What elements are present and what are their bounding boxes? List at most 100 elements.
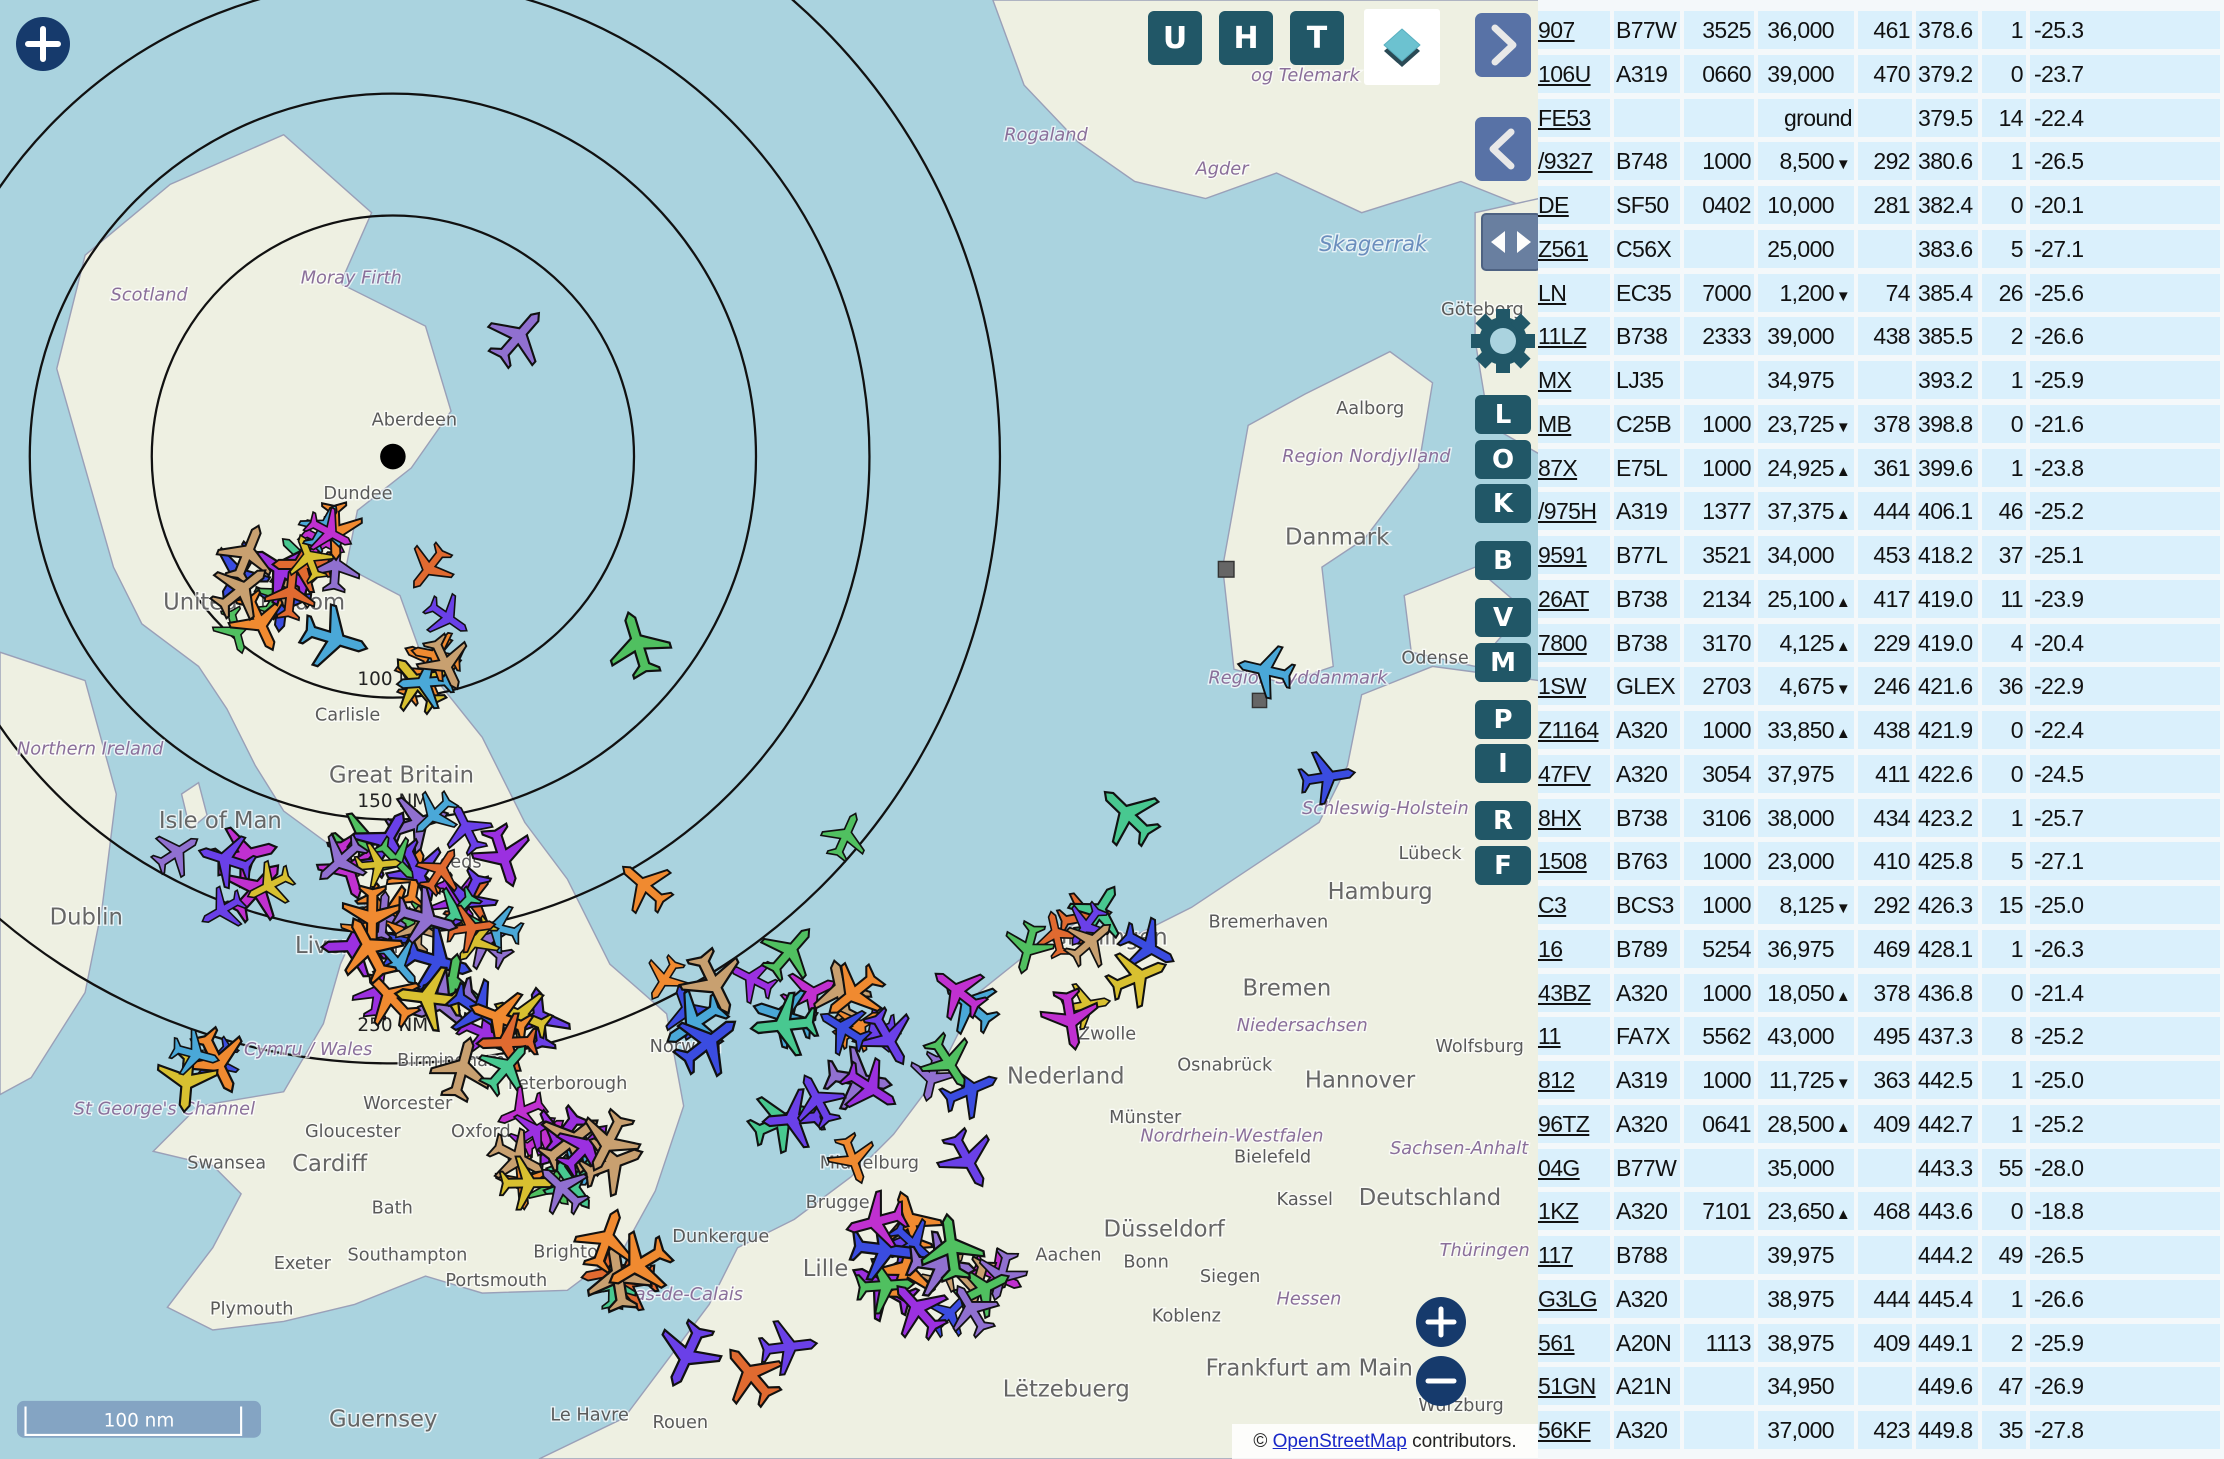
aircraft-icon[interactable]	[401, 782, 467, 848]
button-f[interactable]: F	[1475, 846, 1531, 885]
callsign-link[interactable]: 96TZ	[1538, 1110, 1590, 1137]
callsign-link[interactable]: 16	[1538, 935, 1563, 962]
previous-button[interactable]	[1475, 117, 1531, 181]
aircraft-icon[interactable]	[782, 1063, 853, 1135]
callsign-link[interactable]: 1KZ	[1538, 1198, 1579, 1225]
resize-panel-button[interactable]	[1481, 213, 1541, 271]
button-p[interactable]: P	[1475, 700, 1531, 739]
table-row[interactable]: 87X E75L 1000 24,925 ▲ 361 399.6 1 -23.8	[1538, 448, 2220, 487]
aircraft-icon[interactable]	[708, 1331, 794, 1418]
aircraft-icon[interactable]	[1056, 906, 1126, 976]
button-b[interactable]: B	[1475, 541, 1531, 580]
aircraft-icon[interactable]	[326, 904, 413, 992]
callsign-link[interactable]: 04G	[1538, 1154, 1580, 1181]
aircraft-icon[interactable]	[200, 548, 283, 630]
aircraft-icon[interactable]	[410, 628, 481, 701]
aircraft-icon[interactable]	[757, 1317, 820, 1377]
aircraft-icon[interactable]	[303, 824, 378, 899]
table-row[interactable]: 812 A319 1000 11,725 ▼ 363 442.5 1 -25.0	[1538, 1061, 2220, 1099]
callsign-link[interactable]: MX	[1538, 367, 1572, 393]
table-row[interactable]: 1KZ A320 7101 23,650 ▲ 468 443.6 0 -18.8	[1538, 1192, 2220, 1231]
aircraft-icon[interactable]	[645, 1313, 729, 1399]
table-row[interactable]: 1508 B763 1000 23,000 410 425.8 5 -27.1	[1538, 842, 2220, 881]
aircraft-icon[interactable]	[279, 527, 339, 588]
table-row[interactable]: 11 FA7X 5562 43,000 495 437.3 8 -25.2	[1538, 1017, 2220, 1056]
button-t[interactable]: T	[1290, 11, 1344, 65]
callsign-link[interactable]: 117	[1538, 1242, 1573, 1268]
aircraft-icon[interactable]	[594, 1222, 682, 1309]
table-row[interactable]: 04G B77W 35,000 443.3 55 -28.0	[1538, 1148, 2220, 1187]
callsign-link[interactable]: 26AT	[1538, 585, 1589, 612]
table-row[interactable]: MB C25B 1000 23,725 ▼ 378 398.8 0 -21.6	[1538, 404, 2220, 443]
callsign-link[interactable]: /9327	[1538, 148, 1593, 175]
button-r[interactable]: R	[1475, 801, 1531, 840]
aircraft-icon[interactable]	[748, 991, 820, 1060]
callsign-link[interactable]: /975H	[1538, 498, 1597, 525]
aircraft-icon[interactable]	[396, 535, 463, 602]
button-u[interactable]: U	[1148, 11, 1202, 65]
zoom-in-button[interactable]	[1416, 1297, 1466, 1347]
aircraft-icon[interactable]	[1232, 638, 1298, 702]
callsign-link[interactable]: 1508	[1538, 848, 1587, 875]
aircraft-icon[interactable]	[839, 1186, 912, 1257]
button-l[interactable]: L	[1475, 395, 1531, 434]
table-row[interactable]: 56KF A320 37,000 423 449.8 35 -27.8	[1538, 1411, 2220, 1449]
callsign-link[interactable]: 106U	[1538, 60, 1591, 87]
aircraft-icon[interactable]	[144, 820, 210, 885]
aircraft-icon[interactable]	[416, 586, 479, 649]
callsign-link[interactable]: MB	[1538, 410, 1572, 437]
button-i[interactable]: I	[1475, 744, 1531, 783]
aircraft-icon[interactable]	[721, 948, 784, 1010]
aircraft-icon[interactable]	[263, 564, 318, 622]
aircraft-icon[interactable]	[568, 1102, 648, 1184]
callsign-link[interactable]: Z1164	[1538, 717, 1599, 743]
aircraft-icon[interactable]	[434, 795, 499, 862]
callsign-link[interactable]: 8HX	[1538, 804, 1582, 831]
table-row[interactable]: MX LJ35 34,975 393.2 1 -25.9	[1538, 361, 2220, 399]
table-row[interactable]: 47FV A320 3054 37,975 411 422.6 0 -24.5	[1538, 754, 2220, 793]
aircraft-icon[interactable]	[916, 1210, 987, 1284]
table-row[interactable]: 1SW GLEX 2703 4,675 ▼ 246 421.6 36 -22.9	[1538, 667, 2220, 706]
aircraft-icon[interactable]	[298, 501, 362, 564]
table-row[interactable]: 117 B788 39,975 444.2 49 -26.5	[1538, 1236, 2220, 1274]
aircraft-icon[interactable]	[1296, 747, 1358, 807]
aircraft-icon[interactable]	[1084, 770, 1172, 857]
aircraft-icon[interactable]	[876, 1267, 959, 1350]
aircraft-icon[interactable]	[477, 294, 561, 379]
aircraft-icon[interactable]	[166, 1026, 225, 1083]
callsign-link[interactable]: 1SW	[1538, 673, 1587, 700]
callsign-link[interactable]: DE	[1538, 192, 1569, 218]
aircraft-icon[interactable]	[466, 819, 540, 895]
aircraft-icon[interactable]	[348, 955, 431, 1038]
button-v[interactable]: V	[1475, 598, 1531, 637]
aircraft-icon[interactable]	[573, 1124, 653, 1202]
callsign-link[interactable]: Z561	[1538, 235, 1589, 262]
aircraft-icon[interactable]	[815, 804, 876, 866]
aircraft-icon[interactable]	[919, 953, 997, 1030]
aircraft-icon[interactable]	[238, 854, 301, 916]
table-row[interactable]: FE53 ground 379.5 14 -22.4	[1538, 98, 2220, 137]
aircraft-icon[interactable]	[498, 1155, 558, 1211]
table-row[interactable]: Z1164 A320 1000 33,850 ▲ 438 421.9 0 -22.4	[1538, 711, 2220, 749]
table-row[interactable]: 7800 B738 3170 4,125 ▲ 229 419.0 4 -20.4	[1538, 623, 2220, 662]
table-row[interactable]: 16 B789 5254 36,975 469 428.1 1 -26.3	[1538, 929, 2220, 968]
table-row[interactable]: 8HX B738 3106 38,000 434 423.2 1 -25.7	[1538, 798, 2220, 837]
callsign-link[interactable]: C3	[1538, 892, 1567, 918]
callsign-link[interactable]: 43BZ	[1538, 979, 1591, 1006]
table-row[interactable]: G3LG A320 38,975 444 445.4 1 -26.6	[1538, 1279, 2220, 1318]
aircraft-icon[interactable]	[750, 911, 830, 991]
ground-station-marker[interactable]	[1251, 692, 1268, 709]
callsign-link[interactable]: 47FV	[1538, 760, 1591, 787]
button-k[interactable]: K	[1475, 484, 1531, 523]
callsign-link[interactable]: 87X	[1538, 454, 1578, 481]
zoom-out-button[interactable]	[1416, 1356, 1466, 1406]
button-m[interactable]: M	[1475, 643, 1531, 682]
table-row[interactable]: 561 A20N 1113 38,975 409 449.1 2 -25.9	[1538, 1323, 2220, 1362]
callsign-link[interactable]: 11	[1538, 1023, 1561, 1050]
table-row[interactable]: 43BZ A320 1000 18,050 ▲ 378 436.8 0 -21.4	[1538, 973, 2220, 1012]
aircraft-icon[interactable]	[811, 952, 895, 1035]
callsign-link[interactable]: 7800	[1538, 629, 1587, 656]
callsign-link[interactable]: 561	[1538, 1329, 1575, 1356]
aircraft-icon[interactable]	[1100, 939, 1177, 1015]
aircraft-icon[interactable]	[929, 1121, 1007, 1200]
